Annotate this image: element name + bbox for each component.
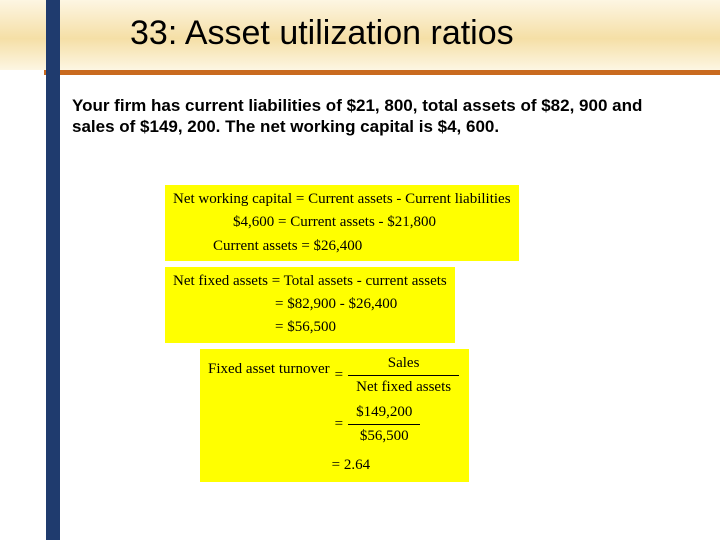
slide: 33: Asset utilization ratios Your firm h… [0,0,720,540]
calc-line: Current assets = $26,400 [173,235,511,258]
fraction-denominator: $56,500 [348,425,420,448]
fraction: Sales Net fixed assets [348,352,459,400]
left-accent-bar [46,0,60,540]
calc-line: = $82,900 - $26,400 [173,293,447,316]
slide-title: 33: Asset utilization ratios [130,14,690,53]
calc-block-nfa: Net fixed assets = Total assets - curren… [165,267,455,343]
calc-line: $4,600 = Current assets - $21,800 [173,211,511,234]
problem-statement: Your firm has current liabilities of $21… [72,96,662,137]
turnover-result: = 2.64 [332,454,370,477]
calc-block-turnover: Fixed asset turnover = Sales Net fixed a… [200,349,469,482]
equals-sign: = [332,364,346,387]
calc-line: Net fixed assets = Total assets - curren… [173,270,447,293]
equals-sign: = [332,413,346,436]
fraction-numerator: $149,200 [348,401,420,425]
calc-line: Net working capital = Current assets - C… [173,188,511,211]
fraction-numerator: Sales [348,352,459,376]
calc-line: = $56,500 [173,316,447,339]
fraction-denominator: Net fixed assets [348,376,459,399]
fraction: $149,200 $56,500 [348,401,420,449]
horizontal-rule [44,70,720,75]
calculations: Net working capital = Current assets - C… [165,185,519,488]
calc-block-nwc: Net working capital = Current assets - C… [165,185,519,261]
turnover-label: Fixed asset turnover [208,352,332,381]
